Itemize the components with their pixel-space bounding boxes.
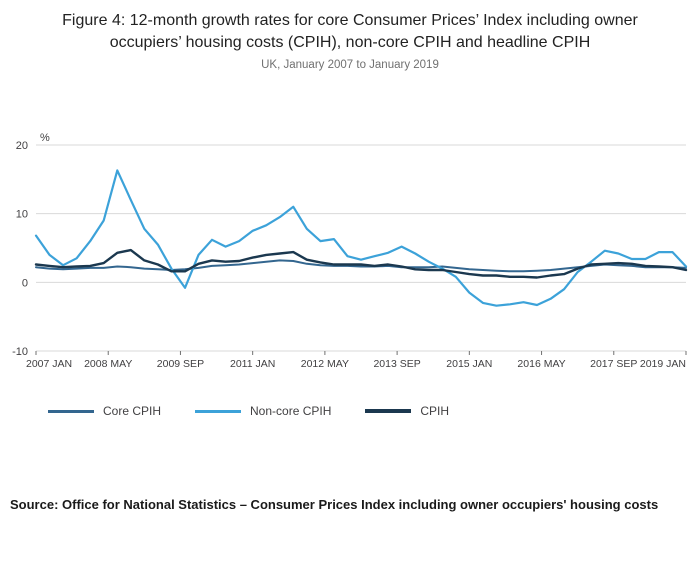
x-tick-label: 2013 SEP	[373, 358, 420, 370]
chart-area: 20 10 0 -10% 2007 JAN 2008 MAY 2009 SEP 2011 JA…	[0, 132, 700, 378]
cpih-line-swatch	[365, 409, 412, 414]
y-tick-label: 20	[16, 140, 28, 152]
figure-subtitle: UK, January 2007 to January 2019	[261, 59, 439, 72]
core-cpih-line	[35, 259, 687, 273]
x-tick-label: 2015 JAN	[446, 358, 492, 370]
figure-title: Figure 4: 12-month growth rates for core…	[62, 12, 638, 52]
x-tick-label: 2019 JAN	[640, 358, 686, 370]
x-tick-label: 2009 SEP	[157, 358, 204, 370]
legend: Core CPIH Non-core CPIH CPIH	[0, 404, 700, 418]
non-core-cpih-line	[34, 169, 688, 307]
cpih-line-chart: 20 10 0 -10% 2007 JAN 2008 MAY 2009 SEP 2011 JA…	[12, 132, 688, 370]
legend-label-cpih: CPIH	[420, 404, 450, 419]
x-tick-label: 2012 MAY	[301, 358, 349, 370]
x-tick-label: 2017 SEP	[590, 358, 637, 370]
legend-item-core-cpih: Core CPIH	[48, 404, 161, 418]
y-axis-unit-label: %	[40, 133, 50, 144]
y-tick-label: 10	[16, 209, 28, 221]
legend-item-non-core-cpih: Non-core CPIH	[195, 404, 331, 418]
core-cpih-line-swatch	[48, 409, 94, 413]
x-tick-label: 2011 JAN	[230, 358, 275, 370]
source-note: Source: Office for National Statistics –…	[10, 497, 659, 513]
y-tick-label: 0	[22, 277, 28, 289]
x-tick-label: 2016 MAY	[517, 358, 565, 370]
legend-item-cpih: CPIH	[365, 404, 449, 418]
non-core-cpih-line-swatch	[195, 409, 242, 413]
x-tick-label: 2007 JAN	[26, 358, 72, 370]
legend-label-core-cpih: Core CPIH	[103, 404, 162, 419]
cpih-line	[34, 249, 688, 279]
legend-label-non-core-cpih: Non-core CPIH	[250, 404, 332, 419]
x-tick-label: 2008 MAY	[84, 358, 132, 370]
y-tick-label: -10	[12, 346, 28, 358]
